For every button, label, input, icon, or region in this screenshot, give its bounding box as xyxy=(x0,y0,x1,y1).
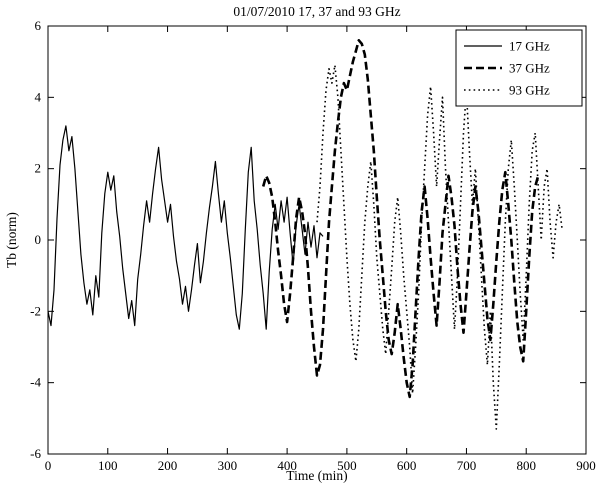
x-tick-label: 300 xyxy=(218,458,238,473)
x-tick-label: 200 xyxy=(158,458,178,473)
series-group xyxy=(48,38,563,430)
legend-label-37-ghz: 37 GHz xyxy=(509,61,550,76)
x-tick-label: 100 xyxy=(98,458,118,473)
y-tick-label: 4 xyxy=(35,89,42,104)
x-tick-label: 700 xyxy=(457,458,477,473)
y-tick-label: 0 xyxy=(35,232,42,247)
legend-label-17-ghz: 17 GHz xyxy=(509,39,550,54)
y-tick-label: 6 xyxy=(35,18,42,33)
legend-label-93-ghz: 93 GHz xyxy=(509,83,550,98)
y-tick-label: -2 xyxy=(30,303,41,318)
x-tick-label: 500 xyxy=(337,458,357,473)
y-axis-label: Tb (norm) xyxy=(4,212,19,268)
x-tick-label: 400 xyxy=(277,458,297,473)
y-tick-label: 2 xyxy=(35,161,42,176)
x-tick-label: 800 xyxy=(516,458,536,473)
series-line-37-ghz xyxy=(261,38,540,399)
y-tick-label: -6 xyxy=(30,446,41,461)
y-tick-label: -4 xyxy=(30,375,41,390)
series-line-93-ghz xyxy=(316,64,563,430)
series-line-17-ghz xyxy=(48,125,324,330)
chart-title: 01/07/2010 17, 37 and 93 GHz xyxy=(233,4,401,19)
x-tick-label: 0 xyxy=(45,458,52,473)
x-tick-label: 900 xyxy=(576,458,596,473)
x-tick-label: 600 xyxy=(397,458,417,473)
x-axis-label: Time (min) xyxy=(286,468,348,483)
